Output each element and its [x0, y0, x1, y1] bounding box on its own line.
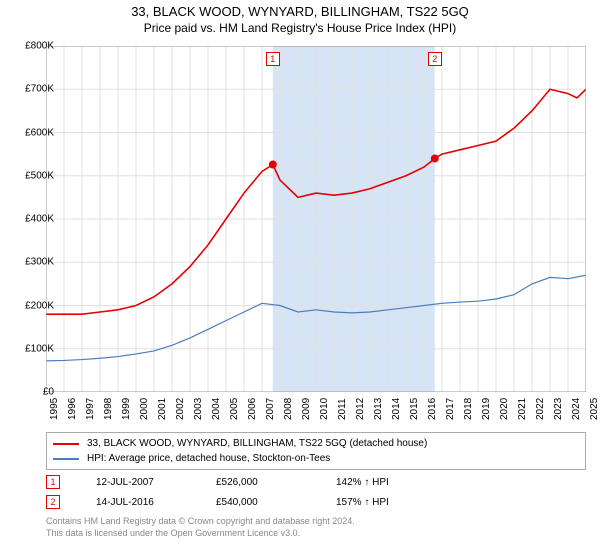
legend-label: 33, BLACK WOOD, WYNYARD, BILLINGHAM, TS2… — [87, 438, 427, 449]
x-axis-label: 1996 — [67, 398, 78, 420]
x-axis-label: 1999 — [121, 398, 132, 420]
x-axis-label: 2005 — [229, 398, 240, 420]
chart-marker-label: 2 — [428, 52, 442, 66]
x-axis-label: 2016 — [427, 398, 438, 420]
y-axis-label: £500K — [25, 170, 54, 181]
y-axis-label: £600K — [25, 127, 54, 138]
x-axis-label: 2001 — [157, 398, 168, 420]
annotation-marker-icon: 2 — [46, 495, 60, 509]
footer-attribution: Contains HM Land Registry data © Crown c… — [46, 516, 355, 539]
x-axis-label: 1997 — [85, 398, 96, 420]
y-axis-label: £100K — [25, 343, 54, 354]
x-axis-label: 2021 — [517, 398, 528, 420]
x-axis-label: 2022 — [535, 398, 546, 420]
x-axis-label: 2018 — [463, 398, 474, 420]
x-axis-label: 2006 — [247, 398, 258, 420]
y-axis-label: £800K — [25, 41, 54, 52]
legend-swatch — [53, 443, 79, 445]
x-axis-label: 2017 — [445, 398, 456, 420]
chart-container: 33, BLACK WOOD, WYNYARD, BILLINGHAM, TS2… — [0, 0, 600, 560]
annotation-price: £526,000 — [216, 477, 336, 488]
x-axis-label: 2008 — [283, 398, 294, 420]
legend-item: 33, BLACK WOOD, WYNYARD, BILLINGHAM, TS2… — [53, 436, 579, 451]
x-axis-label: 2023 — [553, 398, 564, 420]
legend: 33, BLACK WOOD, WYNYARD, BILLINGHAM, TS2… — [46, 432, 586, 470]
x-axis-label: 2014 — [391, 398, 402, 420]
annotation-date: 14-JUL-2016 — [96, 497, 216, 508]
x-axis-label: 2007 — [265, 398, 276, 420]
x-axis-label: 2012 — [355, 398, 366, 420]
chart-subtitle: Price paid vs. HM Land Registry's House … — [0, 21, 600, 35]
chart-marker-label: 1 — [266, 52, 280, 66]
legend-label: HPI: Average price, detached house, Stoc… — [87, 453, 330, 464]
annotation-date: 12-JUL-2007 — [96, 477, 216, 488]
chart-area: 12 — [46, 46, 586, 392]
x-axis-label: 1995 — [49, 398, 60, 420]
annotation-table: 1 12-JUL-2007£526,000142% ↑ HPI 2 14-JUL-20… — [46, 472, 586, 512]
x-axis-label: 2000 — [139, 398, 150, 420]
x-axis-label: 2024 — [571, 398, 582, 420]
x-axis-label: 2015 — [409, 398, 420, 420]
x-axis-label: 2020 — [499, 398, 510, 420]
legend-item: HPI: Average price, detached house, Stoc… — [53, 451, 579, 466]
x-axis-label: 2002 — [175, 398, 186, 420]
x-axis-label: 2013 — [373, 398, 384, 420]
y-axis-label: £700K — [25, 84, 54, 95]
x-axis-label: 2010 — [319, 398, 330, 420]
annotation-row: 2 14-JUL-2016£540,000157% ↑ HPI — [46, 492, 586, 512]
footer-line-2: This data is licensed under the Open Gov… — [46, 528, 355, 540]
x-axis-label: 2025 — [589, 398, 600, 420]
x-axis-label: 2011 — [337, 398, 348, 420]
annotation-marker-icon: 1 — [46, 475, 60, 489]
legend-swatch — [53, 458, 79, 460]
chart-title: 33, BLACK WOOD, WYNYARD, BILLINGHAM, TS2… — [0, 4, 600, 19]
annotation-delta: 142% ↑ HPI — [336, 477, 456, 488]
y-axis-label: £400K — [25, 214, 54, 225]
x-axis-label: 2004 — [211, 398, 222, 420]
chart-svg — [46, 46, 586, 392]
annotation-price: £540,000 — [216, 497, 336, 508]
y-axis-label: £300K — [25, 257, 54, 268]
y-axis-label: £0 — [43, 387, 54, 398]
y-axis-label: £200K — [25, 300, 54, 311]
annotation-delta: 157% ↑ HPI — [336, 497, 456, 508]
x-axis-label: 2019 — [481, 398, 492, 420]
annotation-row: 1 12-JUL-2007£526,000142% ↑ HPI — [46, 472, 586, 492]
title-block: 33, BLACK WOOD, WYNYARD, BILLINGHAM, TS2… — [0, 0, 600, 35]
x-axis-label: 1998 — [103, 398, 114, 420]
x-axis-label: 2003 — [193, 398, 204, 420]
x-axis-label: 2009 — [301, 398, 312, 420]
footer-line-1: Contains HM Land Registry data © Crown c… — [46, 516, 355, 528]
